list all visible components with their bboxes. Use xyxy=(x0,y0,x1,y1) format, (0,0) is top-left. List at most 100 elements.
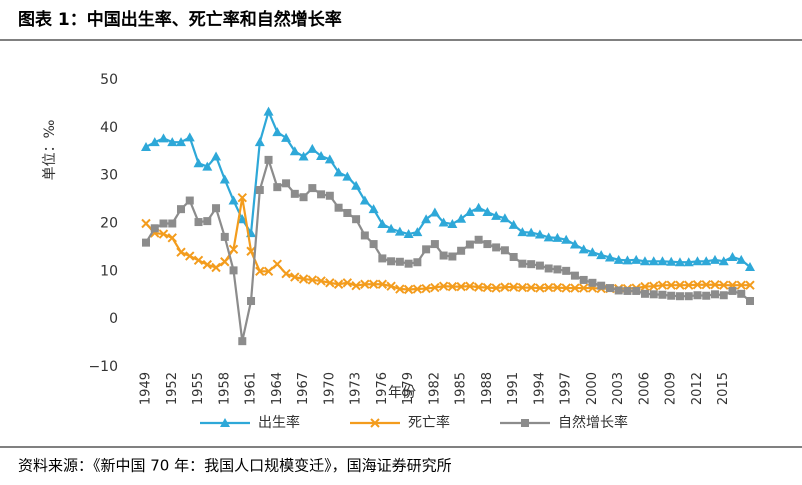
marker xyxy=(272,127,283,137)
marker xyxy=(149,137,160,147)
marker xyxy=(343,208,352,217)
marker xyxy=(325,191,334,200)
marker xyxy=(692,280,703,290)
marker xyxy=(272,259,283,269)
marker xyxy=(631,254,642,264)
marker xyxy=(167,233,177,243)
marker xyxy=(387,257,396,266)
marker xyxy=(473,282,484,292)
y-tick-label: 50 xyxy=(100,72,118,88)
marker xyxy=(648,256,659,266)
marker xyxy=(482,207,493,217)
marker xyxy=(622,255,633,265)
marker xyxy=(491,210,502,220)
marker xyxy=(386,223,397,233)
marker xyxy=(158,229,169,239)
marker xyxy=(333,279,344,289)
marker xyxy=(517,227,528,237)
marker xyxy=(351,280,361,291)
marker xyxy=(464,207,475,217)
x-tick-label: 2009 xyxy=(664,372,679,405)
marker xyxy=(395,257,404,266)
marker xyxy=(499,213,510,223)
marker xyxy=(588,278,597,287)
marker xyxy=(185,251,195,261)
marker xyxy=(342,171,353,181)
y-tick-label: 40 xyxy=(100,120,118,136)
marker xyxy=(377,218,388,228)
marker xyxy=(561,283,571,293)
x-tick-label: 1985 xyxy=(454,372,469,405)
marker xyxy=(562,266,571,275)
marker xyxy=(220,257,230,267)
marker xyxy=(535,283,545,293)
marker xyxy=(658,290,667,299)
marker xyxy=(317,190,326,199)
marker xyxy=(736,254,747,264)
marker xyxy=(605,284,614,293)
marker xyxy=(710,280,720,290)
x-tick-label: 2000 xyxy=(585,372,600,405)
marker xyxy=(194,218,203,227)
marker xyxy=(281,132,292,142)
marker xyxy=(378,254,387,263)
marker xyxy=(640,281,650,292)
marker xyxy=(167,137,178,147)
marker xyxy=(394,226,405,236)
marker xyxy=(254,137,265,147)
marker xyxy=(666,280,676,290)
chart-title: 图表 1：中国出生率、死亡率和自然增长率 xyxy=(18,9,342,30)
marker xyxy=(543,232,554,242)
marker xyxy=(456,281,466,292)
marker xyxy=(526,227,537,237)
y-axis-label: 单位：‰ xyxy=(42,119,58,180)
x-tick-label: 2006 xyxy=(637,372,652,405)
marker xyxy=(290,272,300,282)
marker xyxy=(403,229,414,239)
marker xyxy=(228,244,239,255)
series-line xyxy=(145,108,751,268)
marker xyxy=(263,266,274,277)
marker xyxy=(693,291,702,300)
marker xyxy=(570,283,580,293)
marker xyxy=(701,280,711,290)
marker xyxy=(473,202,484,212)
marker xyxy=(141,218,151,229)
x-tick-label: 1955 xyxy=(191,372,206,405)
marker xyxy=(412,227,423,237)
marker xyxy=(728,286,737,295)
x-tick-label: 1979 xyxy=(401,372,416,405)
x-tick-label: 1994 xyxy=(532,372,547,405)
marker xyxy=(438,217,449,227)
marker xyxy=(238,337,247,346)
marker xyxy=(526,282,536,293)
x-tick-label: 1958 xyxy=(217,372,232,405)
marker xyxy=(746,296,754,305)
marker xyxy=(316,151,327,161)
marker xyxy=(212,204,221,213)
marker xyxy=(666,256,677,266)
marker xyxy=(185,196,194,205)
marker xyxy=(509,252,518,261)
legend-label: 出生率 xyxy=(258,414,300,431)
marker xyxy=(422,245,431,254)
x-tick-label: 1976 xyxy=(375,372,390,405)
marker xyxy=(237,214,248,224)
marker xyxy=(281,269,291,279)
marker xyxy=(657,280,668,290)
y-tick-label: −10 xyxy=(88,359,118,375)
marker xyxy=(289,146,300,156)
x-tick-label: 1988 xyxy=(480,372,495,405)
marker xyxy=(316,276,326,286)
marker xyxy=(351,180,362,190)
marker xyxy=(552,232,563,242)
marker xyxy=(334,203,343,212)
marker xyxy=(202,259,212,270)
marker xyxy=(597,281,606,290)
marker xyxy=(483,240,492,249)
marker xyxy=(684,280,694,290)
marker xyxy=(368,204,379,214)
marker xyxy=(395,284,405,294)
marker xyxy=(229,266,238,275)
